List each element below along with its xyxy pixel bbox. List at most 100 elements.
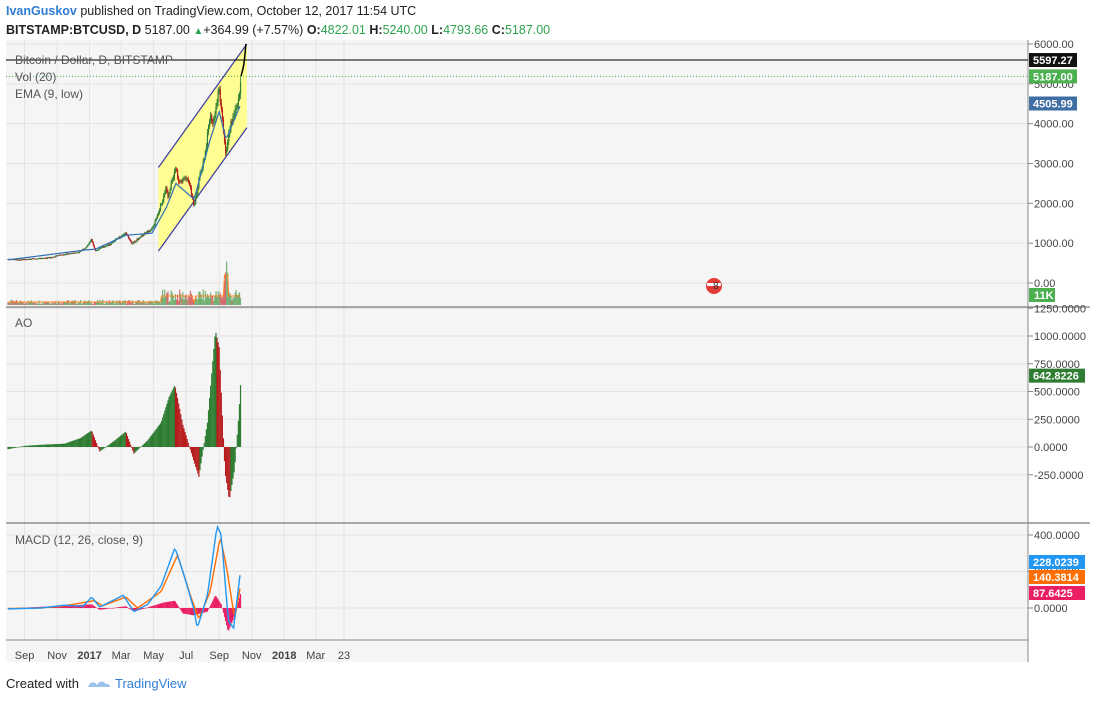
ao-bar: [158, 424, 161, 447]
macd-value-tag: [1029, 586, 1085, 600]
up-arrow-icon: ▲: [193, 26, 204, 37]
ao-bar: [218, 347, 220, 447]
candle-body: [93, 245, 95, 249]
ao-bar: [191, 447, 194, 457]
volume-bar: [70, 301, 72, 305]
tradingview-link[interactable]: TradingView: [87, 676, 187, 691]
ao-tick-label: 0.0000: [1034, 442, 1068, 454]
macd-histogram-bar: [123, 606, 125, 608]
candle-body: [61, 254, 63, 256]
ao-bar: [74, 439, 76, 447]
ao-bar: [12, 447, 14, 449]
volume-bar: [30, 300, 33, 305]
candle-body: [22, 259, 24, 261]
candle-body: [197, 187, 199, 194]
volume-bar: [165, 295, 167, 305]
ao-bar: [239, 385, 242, 447]
ao-bar: [72, 440, 74, 447]
macd-histogram-bar: [220, 604, 222, 608]
volume-bar: [222, 294, 225, 305]
author-link[interactable]: IvanGuskov: [6, 4, 77, 18]
candle-body: [106, 245, 108, 247]
ao-bar: [143, 443, 146, 447]
volume-bar: [38, 300, 40, 305]
volume-bar: [200, 294, 202, 305]
ao-bar: [19, 446, 21, 448]
candle-body: [77, 252, 79, 254]
macd-histogram-bar: [135, 608, 137, 611]
volume-bar: [87, 300, 89, 305]
price-pane-title: Bitcoin / Dollar, D, BITSTAMP: [15, 53, 173, 67]
candle-body: [154, 220, 156, 226]
volume-bar: [61, 303, 63, 305]
volume-bar: [199, 291, 201, 305]
candle-body: [26, 259, 28, 261]
volume-bar: [204, 290, 206, 305]
candle-body: [165, 187, 167, 193]
ao-bar: [63, 443, 66, 447]
ao-bar: [147, 440, 149, 447]
volume-bar: [14, 301, 17, 305]
volume-bar: [155, 300, 157, 305]
axis-labels: 6000.005000.004000.003000.002000.001000.…: [15, 39, 1086, 662]
macd-histogram-bar: [141, 608, 143, 610]
time-tick-label: Nov: [242, 650, 262, 662]
price-tick-label: 3000.00: [1034, 159, 1074, 171]
ema-line: [7, 105, 241, 261]
volume-bar: [29, 302, 31, 305]
volume-bar: [106, 302, 108, 305]
candle-body: [78, 251, 81, 253]
macd-pane-bg: [6, 524, 1028, 640]
volume-bar: [26, 303, 28, 305]
ao-bar: [54, 444, 56, 447]
candle-body: [103, 246, 105, 248]
volume-bar: [236, 295, 238, 305]
candle-body: [67, 253, 69, 255]
volume-bar: [108, 300, 110, 305]
candle-body: [152, 226, 154, 229]
candle-body: [141, 235, 143, 237]
ao-bar: [122, 433, 124, 447]
volume-bar: [164, 289, 166, 305]
ao-bar: [60, 443, 62, 447]
macd-histogram-bar: [203, 608, 205, 613]
forecast-curve: [240, 43, 247, 77]
ao-bar: [223, 447, 226, 462]
ao-bar: [104, 447, 106, 448]
ao-bar: [170, 392, 172, 447]
volume-bar: [187, 295, 189, 305]
candle-body: [18, 259, 20, 261]
ao-bar: [66, 442, 68, 447]
macd-histogram-bar: [106, 608, 108, 609]
ao-bar: [76, 439, 78, 447]
volume-bar: [73, 300, 75, 305]
macd-histogram-bar: [211, 602, 213, 608]
candle-body: [181, 180, 183, 183]
ao-bar: [230, 447, 232, 491]
candle-body: [185, 177, 187, 180]
macd-histogram-bar: [59, 605, 61, 608]
ao-bar: [26, 445, 28, 447]
candle-body: [25, 259, 27, 261]
ao-bar: [133, 447, 135, 454]
candle-body: [192, 197, 195, 205]
macd-histogram-bar: [144, 608, 147, 609]
volume-bar: [221, 297, 223, 305]
candle-body: [139, 236, 141, 239]
ao-bar: [27, 445, 29, 447]
volume-bar: [184, 295, 186, 305]
candle-body: [38, 258, 40, 260]
ao-bar: [146, 441, 148, 447]
macd-histogram-bar: [169, 601, 171, 608]
volume-bar: [20, 300, 22, 305]
candle-body: [39, 258, 41, 259]
candle-body: [214, 115, 216, 118]
flag-badge[interactable]: 8: [706, 278, 722, 294]
volume-tag-label: 11K: [1034, 290, 1054, 302]
macd-histogram-bar: [61, 605, 63, 608]
ao-bar: [235, 447, 237, 449]
volume-bar: [186, 299, 188, 305]
volume-bar: [23, 303, 25, 305]
candle-body: [205, 146, 207, 152]
